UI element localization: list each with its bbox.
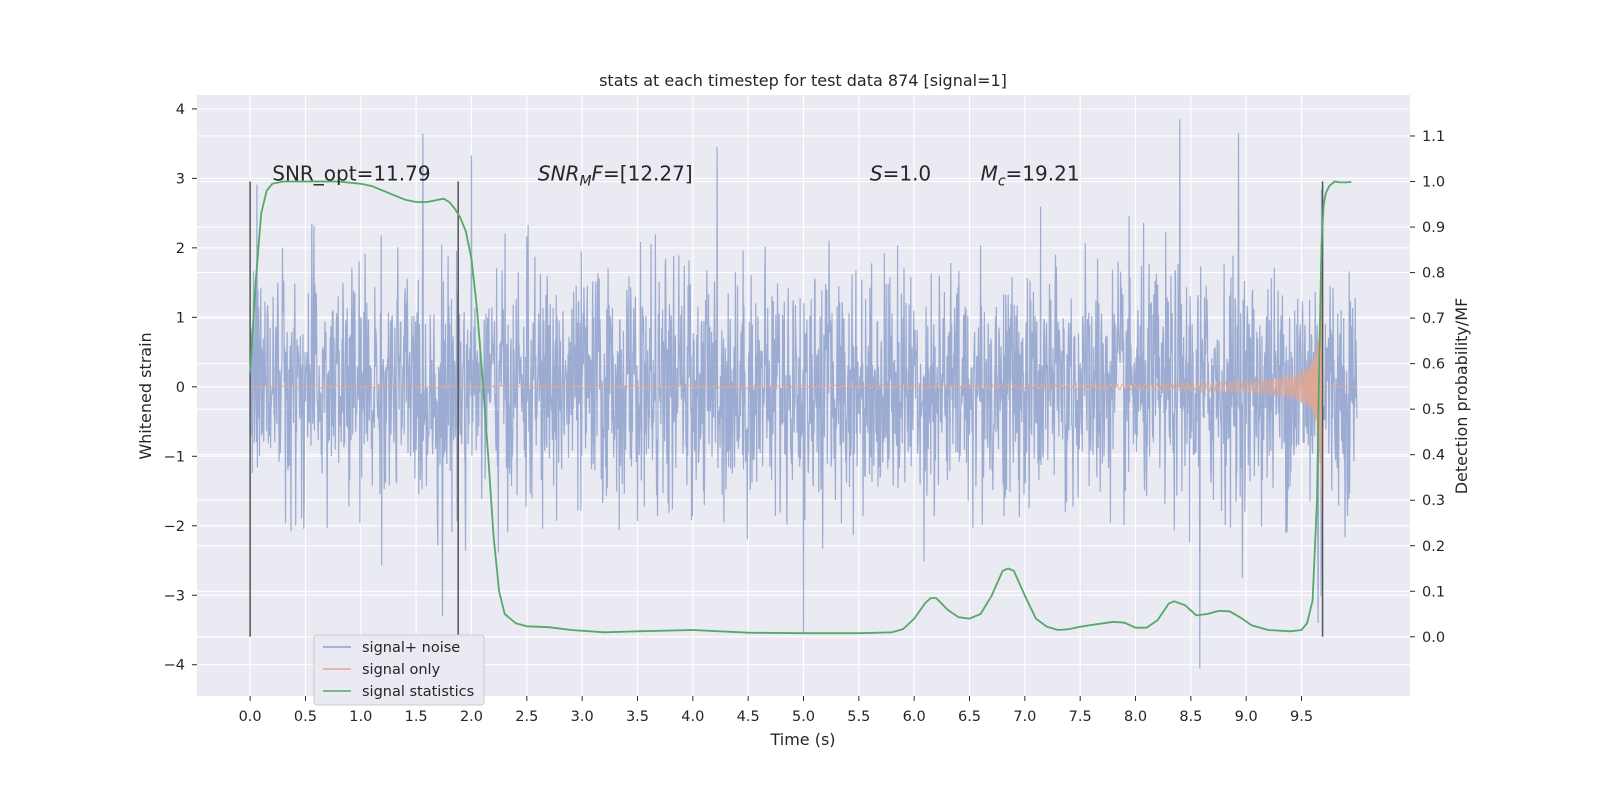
y-right-tick-label: 0.0 [1422,630,1445,646]
annotation-part: M [981,162,998,186]
annotation-part: S [870,162,883,186]
y-left-tick-label: 4 [176,102,185,118]
x-tick-label: 4.0 [681,709,704,725]
x-tick-label: 3.0 [571,709,594,725]
x-tick-label: 3.5 [626,709,649,725]
annotation-part: F [592,162,604,186]
x-axis-ticks: 0.0 0.5 1.0 1.5 2.0 2.5 3.0 3.5 4.0 4.5 5.0 5.5 6.0 6… [239,696,1313,725]
legend: signal+ noise signal only signal statist… [313,634,485,706]
x-axis-label: Time (s) [769,730,835,749]
x-tick-label: 7.0 [1013,709,1036,725]
signal-statistics-line [249,180,1352,635]
x-tick-label: 8.0 [1124,709,1147,725]
series-signal-statistics [249,180,1352,635]
annotation-part: =[12.27] [603,162,693,186]
annotation-chirp-mass: Mc=19.21 [981,162,1080,190]
y-right-tick-label: 0.2 [1422,539,1445,555]
annotation-snr-opt: SNR_opt=11.79 [272,162,430,186]
x-tick-label: 7.5 [1069,709,1092,725]
annotation-part: c [998,174,1006,190]
y-left-tick-label: 1 [176,310,185,326]
x-tick-label: 9.5 [1290,709,1313,725]
x-tick-label: 4.5 [737,709,760,725]
y-right-tick-label: 0.9 [1422,220,1445,236]
y-right-tick-label: 0.7 [1422,311,1445,327]
y-left-tick-label: 0 [176,380,185,396]
annotation-snr-mf: SNRMF=[12.27] [538,162,693,190]
x-tick-label: 5.0 [792,709,815,725]
annotation-part: SNR [538,162,580,186]
y-right-tick-label: 0.4 [1422,448,1445,464]
x-tick-label: 6.5 [958,709,981,725]
annotations: SNR_opt=11.79 SNRMF=[12.27] S=1.0 Mc=19.21 [272,162,1079,190]
x-tick-label: 1.5 [405,709,428,725]
y-right-tick-label: 0.1 [1422,584,1445,600]
x-tick-label: 2.5 [515,709,538,725]
signal-only-line [249,223,1357,510]
x-tick-label: 9.0 [1235,709,1258,725]
annotation-part: M [579,174,591,190]
annotation-part: SNR_opt=11.79 [272,162,430,186]
x-tick-label: 8.5 [1179,709,1202,725]
x-tick-label: 0.0 [239,709,262,725]
annotation-part: =19.21 [1006,162,1080,186]
y-left-tick-label: −4 [164,658,185,674]
series-signal-only [249,223,1357,510]
x-tick-label: 2.0 [460,709,483,725]
y-right-tick-label: 1.0 [1422,175,1445,191]
x-tick-label: 5.5 [847,709,870,725]
annotation-part: =1.0 [883,162,932,186]
y-left-tick-label: −3 [164,588,185,604]
y-axis-right-ticks: 0.0 0.1 0.2 0.3 0.4 0.5 0.6 0.7 0.8 0.9 1.0 1.1 [1410,129,1445,646]
legend-label-signal-noise: signal+ noise [362,640,460,656]
y-left-tick-label: −2 [164,519,185,535]
annotation-s-value: S=1.0 [870,162,931,186]
y-right-tick-label: 1.1 [1422,129,1445,145]
x-tick-label: 1.0 [349,709,372,725]
y-right-tick-label: 0.8 [1422,266,1445,282]
y-right-tick-label: 0.6 [1422,357,1445,373]
chart-title: stats at each timestep for test data 874… [599,71,1007,90]
x-tick-label: 6.0 [903,709,926,725]
y-left-tick-label: −1 [164,449,185,465]
legend-label-signal-only: signal only [362,662,441,678]
vertical-markers [249,181,1324,637]
legend-box [313,634,485,706]
x-tick-label: 0.5 [294,709,317,725]
y-axis-right-label: Detection probability/MF [1452,298,1471,495]
y-axis-left-ticks: −4 −3 −2 −1 0 1 2 3 4 [164,102,197,674]
y-right-tick-label: 0.5 [1422,402,1445,418]
legend-label-signal-statistics: signal statistics [362,684,474,700]
y-left-tick-label: 3 [176,171,185,187]
y-left-tick-label: 2 [176,241,185,257]
y-axis-left-label: Whitened strain [136,332,155,459]
y-right-tick-label: 0.3 [1422,493,1445,509]
